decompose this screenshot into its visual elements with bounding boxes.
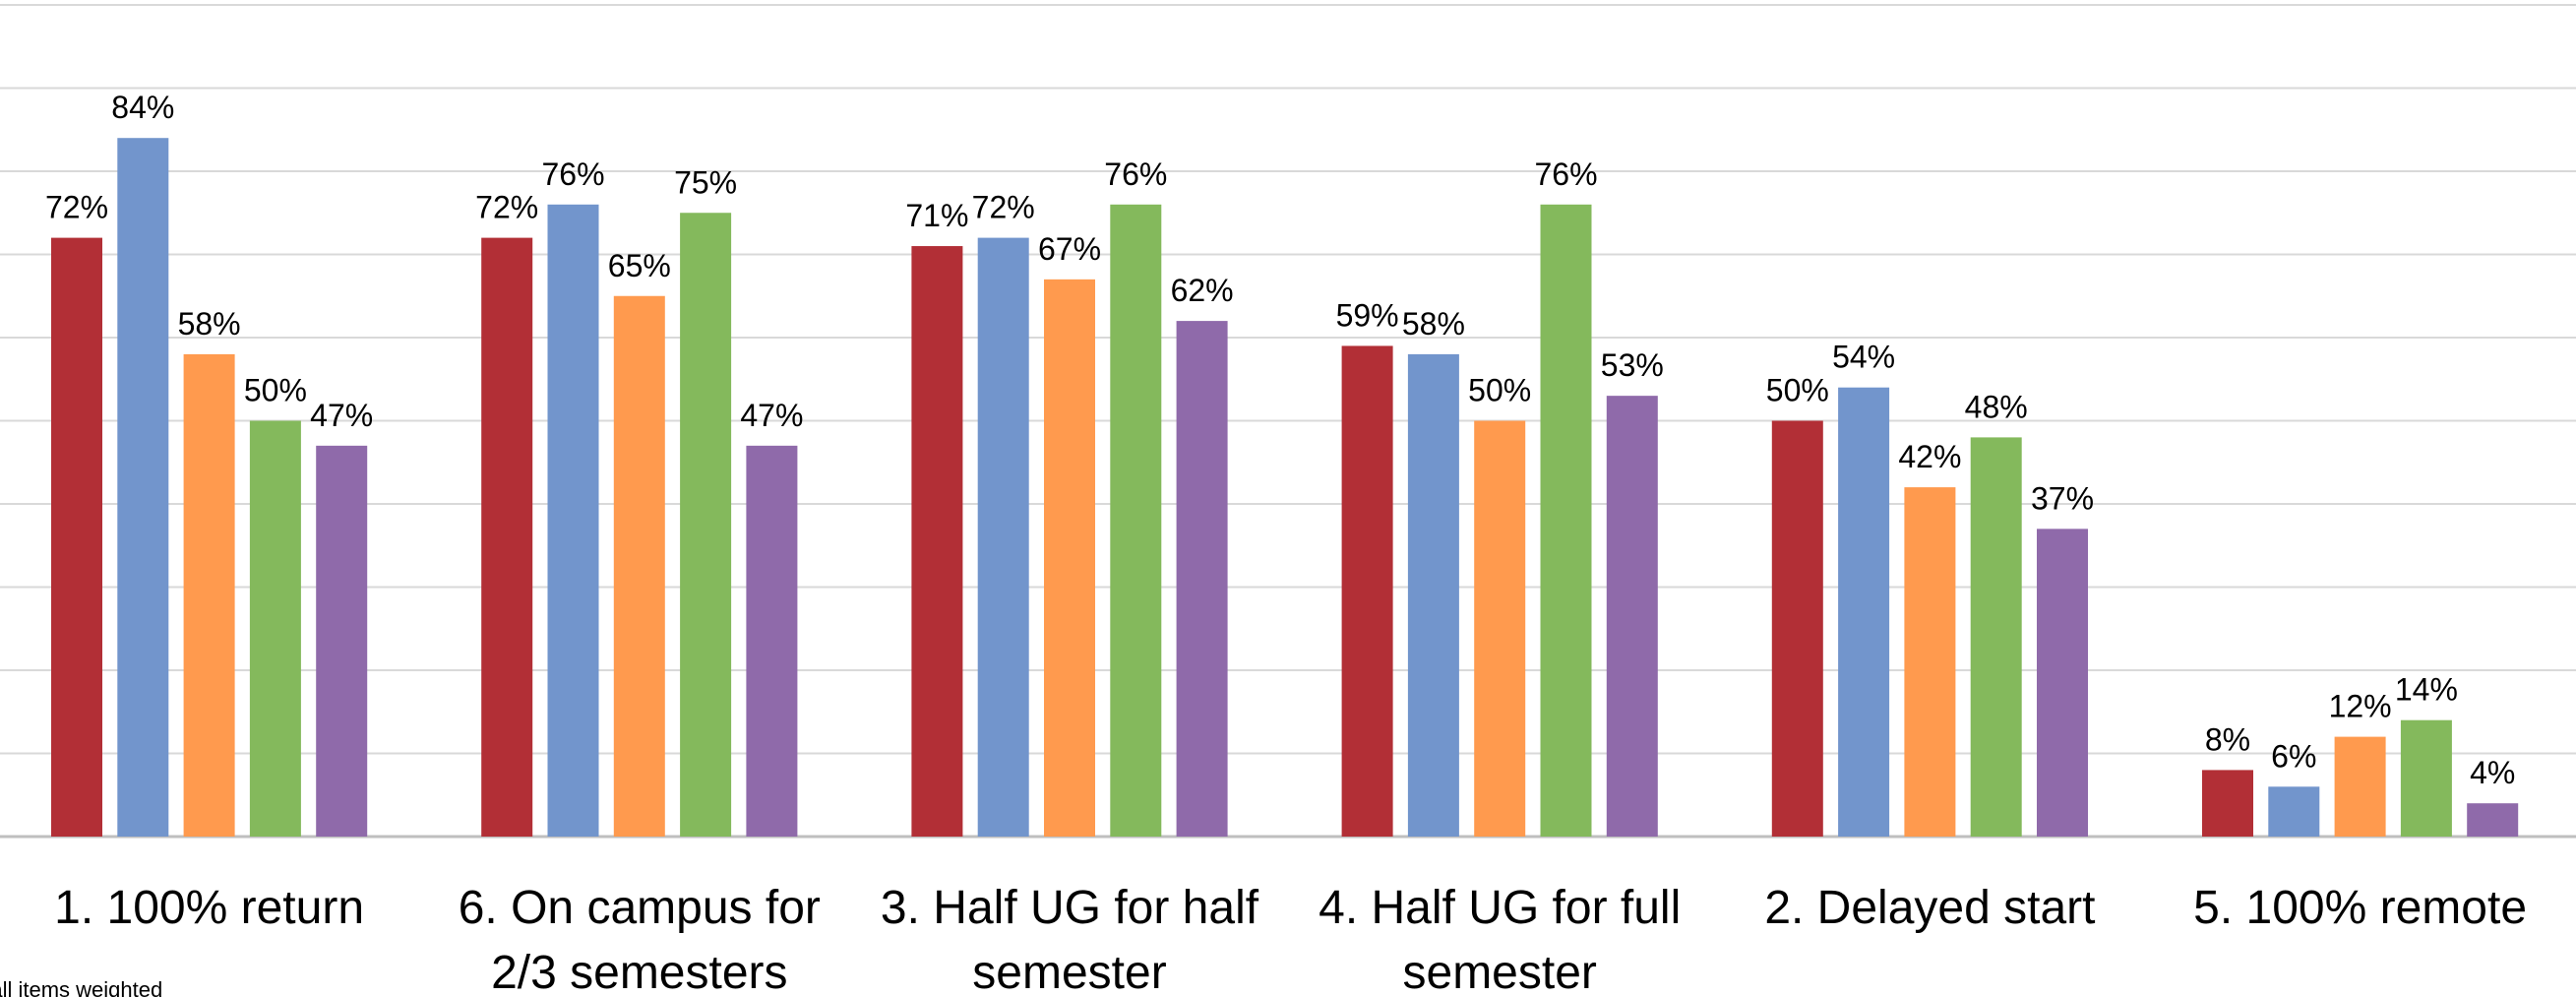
bar — [316, 445, 368, 837]
bar — [1407, 353, 1459, 837]
bar — [1904, 487, 1956, 837]
category-label: 6. On campus for — [459, 882, 821, 934]
bar — [481, 237, 533, 838]
bar — [1341, 345, 1393, 837]
category-label: 1. 100% return — [54, 882, 364, 934]
data-label: 42% — [1898, 439, 1961, 474]
bar — [1771, 420, 1823, 837]
bar — [680, 213, 732, 837]
bar — [1176, 321, 1228, 838]
bar — [1970, 437, 2022, 837]
category-label: 2/3 semesters — [491, 947, 787, 997]
data-label: 58% — [178, 306, 241, 342]
data-label: 71% — [905, 198, 968, 233]
category-labels: 1. 100% return 6. On campus for 2/3 semest… — [54, 882, 2527, 997]
data-label: 8% — [2205, 721, 2250, 757]
data-label: 76% — [1534, 156, 1597, 192]
bar — [1474, 420, 1526, 837]
data-label: 76% — [541, 156, 604, 192]
bar — [2268, 786, 2320, 837]
data-label: 47% — [740, 398, 803, 433]
data-label: 14% — [2395, 672, 2458, 708]
bar — [117, 138, 169, 837]
data-label: 62% — [1171, 273, 1234, 308]
bar — [51, 237, 102, 838]
data-label: 72% — [475, 190, 538, 225]
data-label: 58% — [1402, 306, 1465, 342]
bar — [613, 295, 665, 837]
category-label: semester — [972, 947, 1166, 997]
data-label: 50% — [244, 373, 307, 408]
data-label: 75% — [674, 164, 737, 200]
category-label: 5. 100% remote — [2193, 882, 2527, 934]
bar — [1044, 279, 1095, 838]
bar — [2037, 529, 2088, 837]
chart-footnote: ...all items weighted — [0, 977, 162, 997]
data-label: 12% — [2329, 689, 2392, 724]
bar — [911, 246, 963, 838]
bar — [1606, 396, 1658, 837]
bar — [2202, 770, 2253, 837]
data-label: 72% — [972, 190, 1035, 225]
bar — [746, 445, 798, 837]
data-label: 37% — [2031, 480, 2094, 516]
bar — [249, 420, 301, 837]
data-label: 59% — [1336, 297, 1399, 333]
data-label: 4% — [2470, 755, 2515, 790]
category-label: 4. Half UG for full — [1319, 882, 1681, 934]
data-label: 76% — [1104, 156, 1167, 192]
data-label: 65% — [608, 248, 671, 283]
gridlines — [0, 4, 2576, 839]
data-label: 47% — [310, 398, 373, 433]
data-label: 84% — [111, 90, 174, 125]
data-label: 50% — [1766, 373, 1829, 408]
bar — [2467, 803, 2519, 837]
category-label: semester — [1403, 947, 1597, 997]
data-labels: 72%84%58%50%47%72%76%65%75%47%71% 72%67%7… — [45, 90, 2515, 790]
data-label: 50% — [1468, 373, 1531, 408]
bar — [183, 353, 235, 837]
category-label: 2. Delayed start — [1764, 882, 2095, 934]
bar — [1110, 204, 1162, 838]
bar — [1540, 204, 1592, 838]
bar — [2334, 736, 2386, 837]
data-label: 6% — [2271, 738, 2316, 774]
data-label: 48% — [1965, 389, 2028, 424]
data-label: 72% — [45, 190, 108, 225]
bar — [2400, 719, 2452, 837]
bar — [977, 237, 1029, 838]
data-label: 53% — [1601, 347, 1664, 383]
bar — [547, 204, 599, 838]
data-label: 54% — [1832, 340, 1895, 375]
bars — [51, 138, 2519, 838]
data-label: 67% — [1038, 231, 1101, 267]
category-label: 3. Half UG for half — [881, 882, 1259, 934]
bar — [1838, 387, 1890, 837]
